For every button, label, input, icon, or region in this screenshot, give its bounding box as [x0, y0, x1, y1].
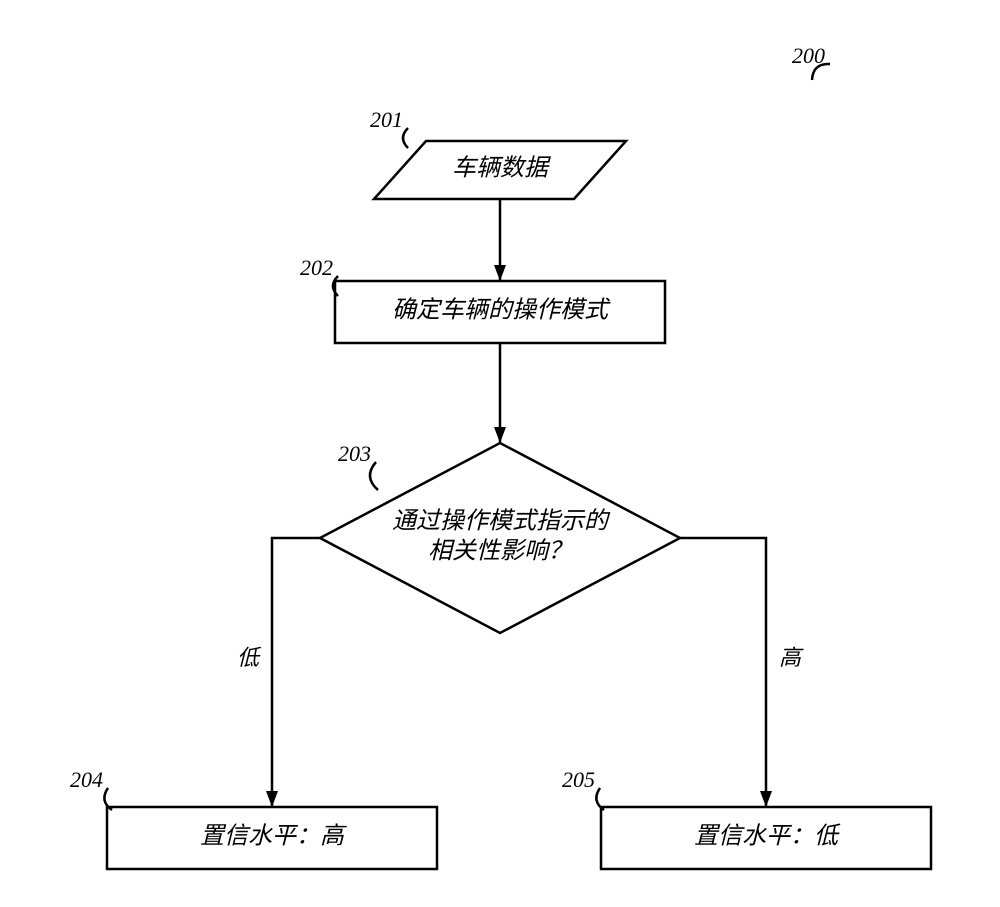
node-data: 车辆数据 — [374, 141, 626, 199]
node-data-text-0: 车辆数据 — [452, 155, 551, 182]
node-out_low-text-0: 置信水平：低 — [694, 823, 841, 850]
ref-label-n203: 203 — [338, 441, 378, 490]
ref-label-n201-text: 201 — [370, 107, 403, 132]
node-process: 确定车辆的操作模式 — [335, 281, 665, 343]
node-decision-text-0: 通过操作模式指示的 — [392, 508, 611, 535]
edge-decision-out_low: 高 — [680, 538, 804, 807]
edge-decision-out_high: 低 — [237, 538, 320, 807]
edge-label-decision-out_high: 低 — [237, 645, 262, 670]
ref-label-n205-text: 205 — [562, 767, 595, 792]
node-out_low: 置信水平：低 — [601, 807, 931, 869]
flowchart-canvas: 低高车辆数据确定车辆的操作模式通过操作模式指示的相关性影响？置信水平：高置信水平… — [0, 0, 1000, 907]
edge-data-process — [494, 199, 506, 281]
node-out_high-text-0: 置信水平：高 — [200, 823, 347, 850]
ref-label-n203-leader — [370, 462, 378, 490]
edge-process-decision — [494, 343, 506, 443]
ref-label-n201: 201 — [370, 107, 408, 148]
ref-label-n205: 205 — [562, 767, 604, 810]
node-out_high: 置信水平：高 — [107, 807, 437, 869]
node-decision: 通过操作模式指示的相关性影响？ — [320, 443, 680, 633]
ref-label-fig: 200 — [792, 43, 830, 80]
ref-label-n204-text: 204 — [70, 767, 103, 792]
ref-label-n202: 202 — [300, 255, 338, 296]
node-decision-text-1: 相关性影响？ — [428, 538, 572, 565]
ref-label-n203-text: 203 — [338, 441, 371, 466]
ref-label-n202-text: 202 — [300, 255, 333, 280]
ref-label-n201-leader — [403, 128, 408, 148]
node-process-text-0: 确定车辆的操作模式 — [392, 297, 611, 324]
nodes-layer: 车辆数据确定车辆的操作模式通过操作模式指示的相关性影响？置信水平：高置信水平：低 — [107, 141, 931, 869]
ref-label-n204: 204 — [70, 767, 112, 810]
edge-label-decision-out_low: 高 — [779, 645, 804, 670]
